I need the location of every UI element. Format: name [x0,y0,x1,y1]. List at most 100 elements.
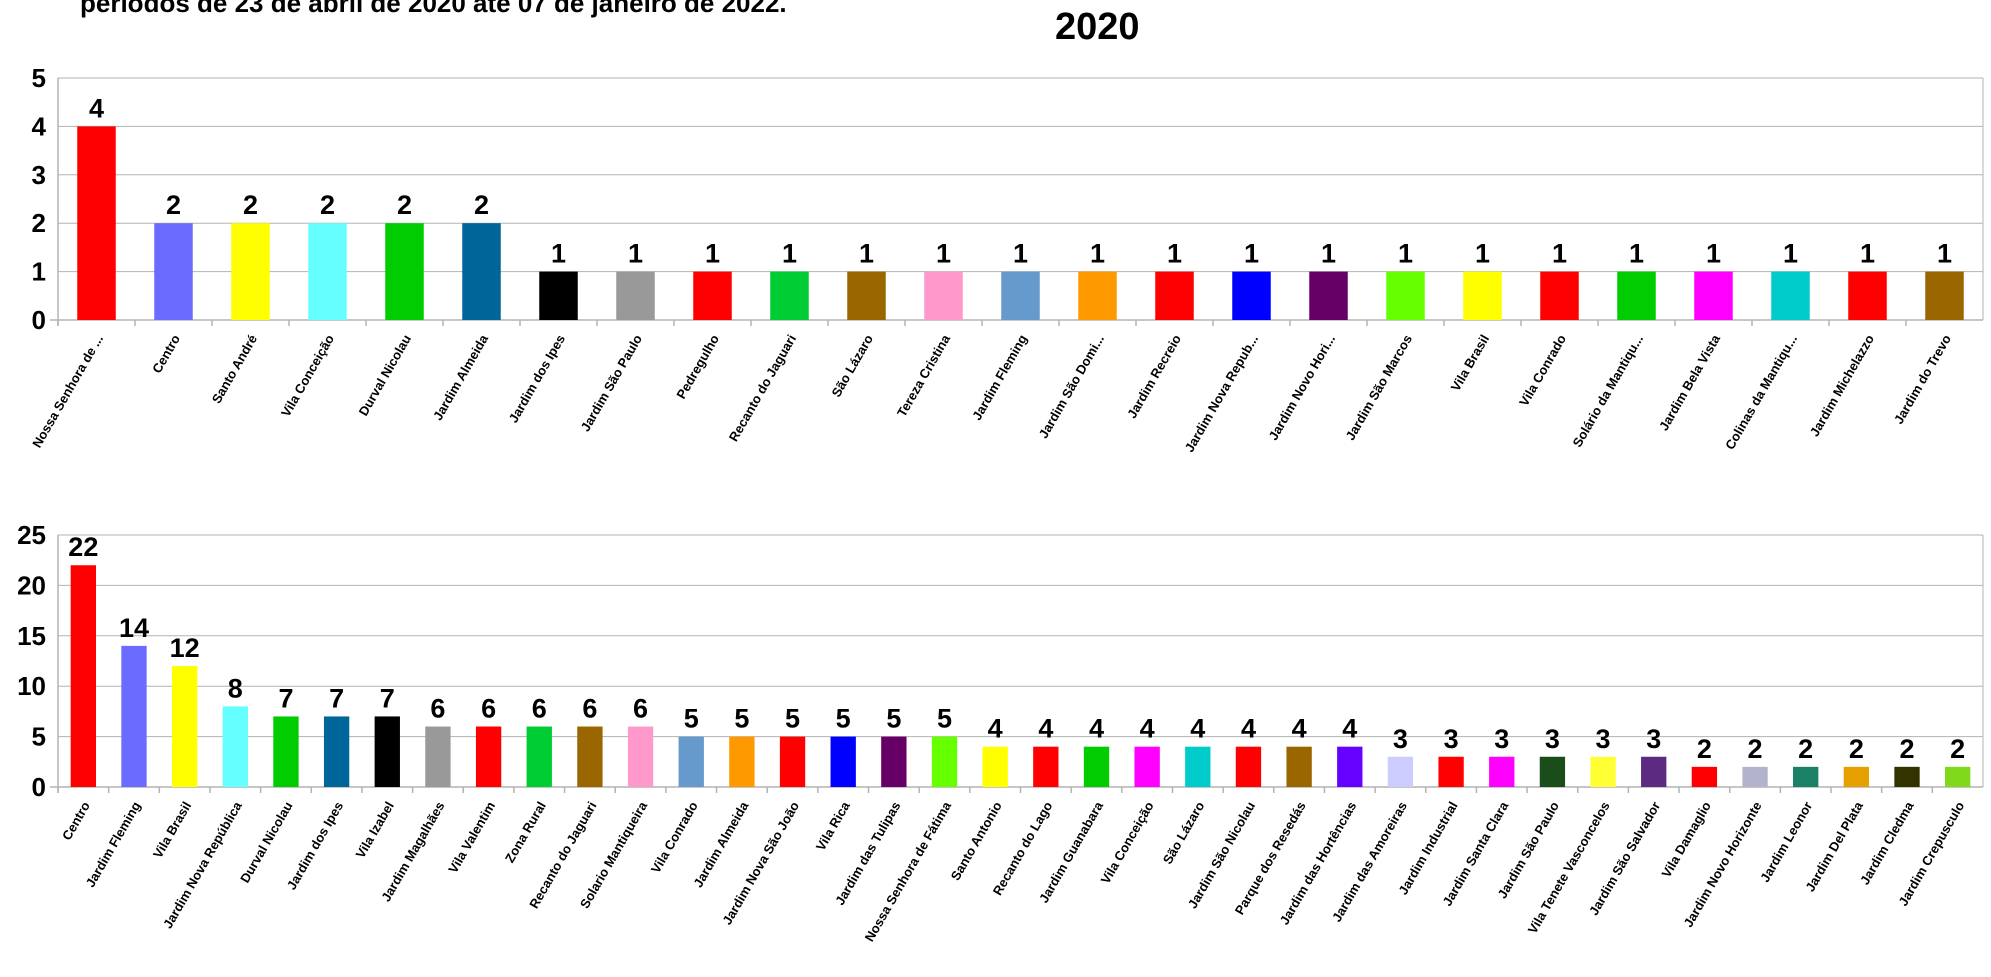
data-label: 2 [1798,734,1813,764]
bar [1001,271,1040,320]
bar [1694,271,1733,320]
chart-title: 2020 [1055,6,1140,48]
data-label: 1 [1321,239,1336,269]
y-tick-label: 0 [32,305,46,335]
data-label: 3 [1545,724,1560,754]
bar [1843,766,1870,787]
data-label: 2 [243,190,258,220]
data-label: 2 [1849,734,1864,764]
data-label: 7 [278,683,293,713]
bar [1438,756,1464,787]
data-label: 4 [1140,714,1155,744]
x-category-label: Santo Antonio [948,799,1005,883]
data-label: 1 [1937,239,1952,269]
data-label: 6 [532,694,547,724]
data-label: 5 [836,704,851,734]
y-tick-label: 20 [17,570,46,600]
y-tick-label: 5 [32,722,46,752]
data-label: 1 [1167,239,1182,269]
y-tick-label: 1 [32,257,46,287]
y-tick-label: 0 [32,772,46,802]
bar [1463,271,1502,320]
data-label: 1 [859,239,874,269]
bar [1489,756,1515,787]
bar [308,223,347,320]
bar [121,645,147,787]
data-label: 7 [380,683,395,713]
bar [616,271,655,320]
data-label: 4 [1089,714,1104,744]
bar [70,565,96,787]
bar [77,126,116,321]
bar [678,736,704,787]
data-label: 4 [1190,714,1205,744]
bar [1539,756,1566,787]
data-label: 4 [1241,714,1256,744]
x-category-label: Centro [59,799,93,843]
bar [1387,756,1414,787]
bar [1894,766,1920,787]
x-category-label: Zona Rural [502,799,549,865]
data-label: 1 [1629,239,1644,269]
y-tick-label: 4 [32,111,47,141]
data-label: 1 [1013,239,1028,269]
x-category-label: Durval Nicolau [237,799,296,885]
bar [1078,271,1117,320]
data-label: 2 [397,190,412,220]
data-label: 8 [228,673,243,703]
bar [222,706,248,787]
bar [425,726,451,787]
bar [1155,271,1194,320]
data-label: 1 [1706,239,1721,269]
data-label: 3 [1393,724,1408,754]
bar [385,223,424,320]
data-label: 2 [166,190,181,220]
bar [1286,746,1312,787]
x-category-label: Vila Conceição [1098,799,1157,886]
data-label: 2 [1748,734,1763,764]
data-label: 2 [1899,734,1914,764]
data-label: 3 [1646,724,1661,754]
bar [779,736,806,787]
bar [830,736,856,787]
bar [1134,746,1160,787]
x-category-label: Vila Rica [813,798,853,853]
x-category-label: Vila Conrado [648,799,701,876]
data-label: 6 [430,694,445,724]
y-tick-label: 10 [17,671,46,701]
data-label: 1 [1398,239,1413,269]
bar [539,271,578,320]
bar [881,736,907,787]
data-label: 1 [551,239,566,269]
data-label: 2 [474,190,489,220]
data-label: 1 [1860,239,1875,269]
bar [1925,271,1964,320]
data-label: 1 [1090,239,1105,269]
bar [526,726,552,787]
data-label: 5 [734,704,749,734]
bar [627,726,654,787]
data-label: 12 [170,633,200,663]
bar [1691,766,1718,787]
bar [231,223,270,320]
bar [154,223,193,320]
data-label: 5 [937,704,952,734]
bar [1235,746,1262,787]
bar [982,746,1008,787]
data-label: 3 [1494,724,1509,754]
bar [577,726,603,787]
data-label: 1 [1783,239,1798,269]
data-label: 4 [1292,714,1307,744]
bar [729,736,755,787]
y-tick-label: 2 [32,208,46,238]
x-category-label: Jardim dos Ipes [284,799,346,892]
bar [1540,271,1579,320]
x-category-label: Nossa Senhora de Fátima [862,798,955,944]
bar [374,716,400,787]
data-label: 5 [886,704,901,734]
bar [1590,756,1616,787]
x-category-label: Jardim Cledma [1857,798,1917,887]
data-label: 4 [89,93,104,123]
chart-heading-text: períodos de 23 de abril de 2020 até 07 d… [80,0,787,18]
